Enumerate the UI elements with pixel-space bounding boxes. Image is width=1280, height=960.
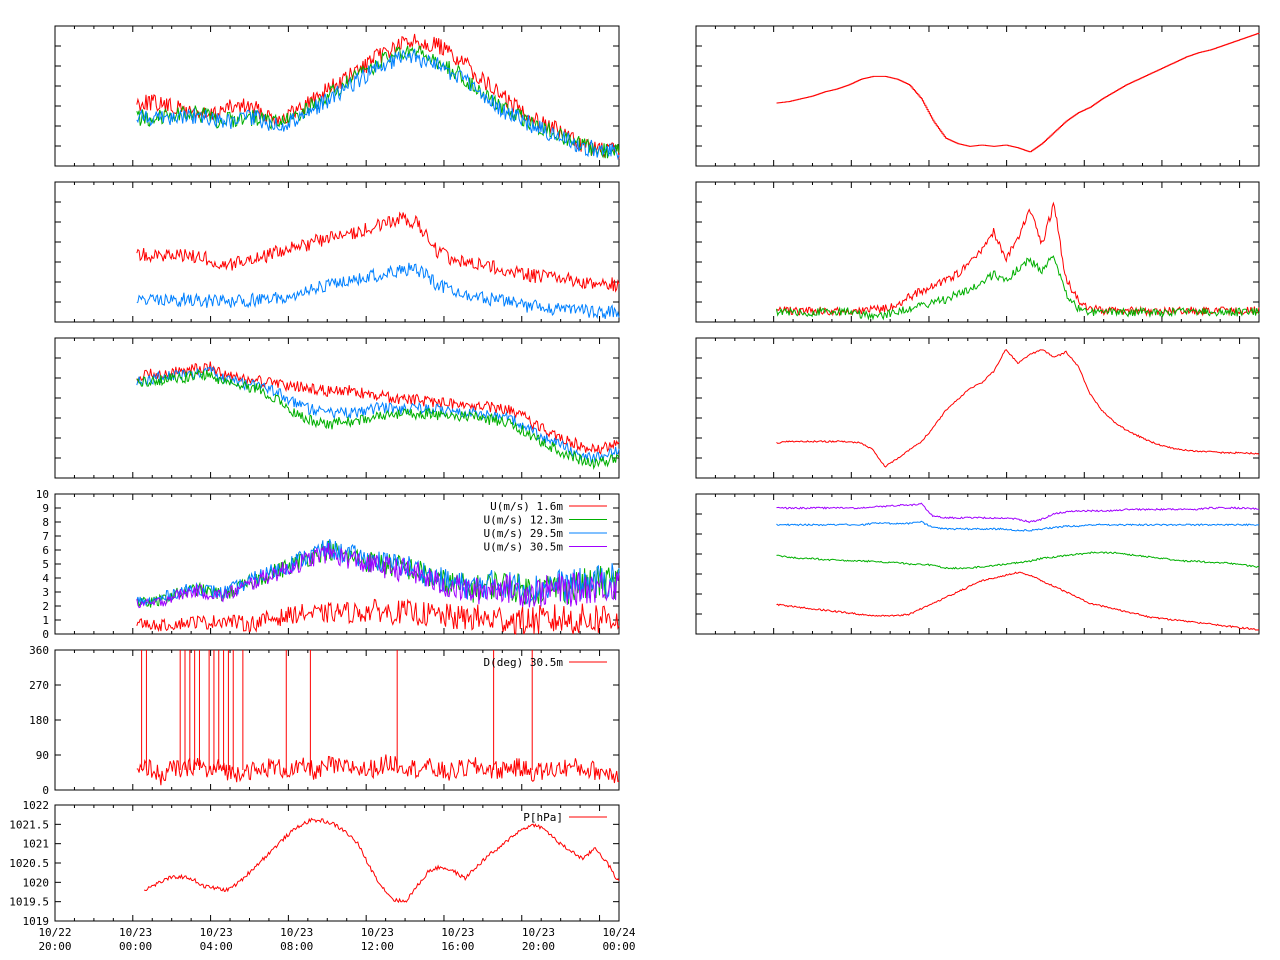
series-line-0 xyxy=(776,32,1260,153)
legend-label: U(m/s) 1.6m xyxy=(490,500,563,513)
x-tick-label-date: 10/23 xyxy=(441,926,474,939)
legend-label: U(m/s) 30.5m xyxy=(484,541,564,554)
y-tick-label: 1021 xyxy=(23,838,50,851)
y-tick-label: 4 xyxy=(42,572,49,585)
plot-frame xyxy=(695,181,1260,323)
series-line-2 xyxy=(776,551,1260,570)
series-line-1 xyxy=(136,45,620,159)
series-line-0 xyxy=(136,211,620,293)
y-tick-label: 8 xyxy=(42,516,49,529)
series-line-1 xyxy=(776,255,1260,321)
x-tick-label-time: 20:00 xyxy=(38,940,71,953)
plot-frame xyxy=(54,337,620,479)
y-tick-label: 90 xyxy=(36,749,49,762)
x-tick-label-date: 10/22 xyxy=(38,926,71,939)
y-tick-label: 1019.5 xyxy=(9,896,49,909)
y-tick-label: 10 xyxy=(36,488,49,501)
plot-frame xyxy=(695,493,1260,635)
series-line-u-m-s-29-5m xyxy=(136,539,620,606)
series-line-0 xyxy=(776,201,1260,317)
plot-frame xyxy=(695,25,1260,167)
panel-temp-right xyxy=(695,25,1260,167)
series-line-2 xyxy=(136,48,620,161)
x-tick-label-time: 20:00 xyxy=(522,940,555,953)
series-line-u-m-s-30-5m xyxy=(136,543,620,609)
y-tick-label: 360 xyxy=(29,644,49,657)
series-line-2 xyxy=(136,369,620,470)
y-tick-label: 9 xyxy=(42,502,49,515)
x-tick-label-time: 04:00 xyxy=(200,940,233,953)
y-tick-label: 3 xyxy=(42,586,49,599)
y-tick-label: 1 xyxy=(42,614,49,627)
x-tick-label-time: 16:00 xyxy=(441,940,474,953)
x-tick-label-time: 00:00 xyxy=(119,940,152,953)
y-tick-label: 270 xyxy=(29,679,49,692)
panel-humidity-left xyxy=(54,181,620,323)
y-tick-label: 5 xyxy=(42,558,49,571)
legend-label: U(m/s) 29.5m xyxy=(484,527,564,540)
x-tick-label-time: 00:00 xyxy=(602,940,635,953)
x-tick-label-date: 10/23 xyxy=(200,926,233,939)
x-tick-label-date: 10/23 xyxy=(280,926,313,939)
panel-rad-right xyxy=(695,337,1260,479)
plot-frame xyxy=(54,25,620,167)
y-tick-label: 1021.5 xyxy=(9,818,49,831)
series-line-d-deg-30-5m xyxy=(136,754,620,786)
y-tick-label: 1020 xyxy=(23,876,50,889)
series-line-0 xyxy=(776,502,1260,524)
y-tick-label: 7 xyxy=(42,530,49,543)
series-line-u-m-s-1-6m xyxy=(136,598,620,635)
legend-label: P[hPa] xyxy=(523,811,563,824)
series-line-p-hpa- xyxy=(143,817,620,904)
panel-pressure: 1019 1019.5 1020 1020.5 1021 1021.5 1022 P[hPa]… xyxy=(9,799,636,953)
series-line-1 xyxy=(776,520,1260,532)
panel-wind-direction: 0 90 180 270 360 D(deg) 30.5m xyxy=(29,644,620,797)
y-tick-label: 2 xyxy=(42,600,49,613)
panel-rh-left xyxy=(54,337,620,479)
panel-flux-right xyxy=(695,181,1260,323)
y-tick-label: 0 xyxy=(42,784,49,797)
legend-label: U(m/s) 12.3m xyxy=(484,514,564,527)
x-tick-label-time: 08:00 xyxy=(280,940,313,953)
y-tick-label: 1020.5 xyxy=(9,857,49,870)
series-line-0 xyxy=(136,361,620,455)
y-tick-label: 6 xyxy=(42,544,49,557)
plot-frame xyxy=(695,337,1260,479)
panel-temp-left xyxy=(54,25,620,167)
y-tick-label: 0 xyxy=(42,628,49,641)
x-tick-label-date: 10/23 xyxy=(361,926,394,939)
x-tick-label-date: 10/24 xyxy=(602,926,635,939)
legend-label: D(deg) 30.5m xyxy=(484,656,564,669)
x-tick-label-date: 10/23 xyxy=(119,926,152,939)
x-tick-label-time: 12:00 xyxy=(361,940,394,953)
y-tick-label: 1019 xyxy=(23,915,50,928)
y-tick-label: 180 xyxy=(29,714,49,727)
panel-profile-right xyxy=(695,493,1260,635)
series-line-3 xyxy=(776,571,1260,631)
series-line-1 xyxy=(136,262,620,319)
series-line-0 xyxy=(136,33,620,159)
series-line-0 xyxy=(776,349,1260,468)
y-tick-label: 1022 xyxy=(23,799,50,812)
plot-frame xyxy=(54,181,620,323)
x-tick-label-date: 10/23 xyxy=(522,926,555,939)
